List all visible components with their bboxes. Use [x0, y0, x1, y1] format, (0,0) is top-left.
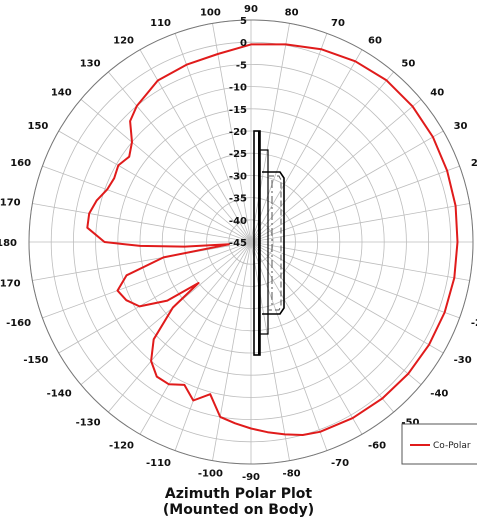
angle-tick-label: 110	[150, 18, 171, 29]
angle-tick-label: 140	[51, 88, 72, 99]
radial-tick-label: -35	[229, 194, 247, 205]
grid-ring	[95, 86, 407, 398]
grid-ring	[228, 219, 274, 265]
grid-ring	[50, 41, 452, 443]
angle-tick-label: -90	[242, 472, 260, 483]
angle-tick-label: 170	[0, 197, 21, 208]
angle-tick-label: 150	[28, 121, 49, 132]
grid-ring	[117, 108, 385, 376]
legend-entry: Co-Polar	[433, 441, 471, 451]
angle-tick-label: -40	[430, 388, 448, 399]
polar-grid	[28, 19, 474, 465]
radial-tick-label: -10	[229, 83, 247, 94]
angle-tick-label: -20	[471, 318, 477, 329]
plot-caption-line1: Azimuth Polar Plot	[164, 486, 313, 502]
radial-tick-label: -20	[229, 127, 247, 138]
angle-tick-label: -60	[368, 441, 386, 452]
radial-tick-label: -5	[236, 60, 247, 71]
angle-tick-label: 40	[430, 88, 444, 99]
grid-ring	[183, 174, 318, 309]
angle-tick-label: -30	[454, 355, 472, 366]
radial-tick-labels: 5 0 -5 -10 -15 -20 -25 -30 -35 -40 -45	[229, 16, 247, 249]
antenna-outline	[253, 130, 285, 356]
angle-tick-label: 120	[113, 35, 134, 46]
angle-tick-label: -160	[6, 318, 31, 329]
angle-tick-label: 80	[285, 8, 299, 19]
angle-tick-label: -130	[76, 417, 101, 428]
antenna-plate-edge	[258, 131, 260, 355]
angle-tick-label: 60	[368, 35, 382, 46]
angle-tick-label: 130	[80, 59, 101, 70]
angle-tick-label: 160	[10, 158, 31, 169]
plot-caption-line2: (Mounted on Body)	[162, 502, 315, 518]
series-layer	[86, 43, 459, 436]
angle-tick-labels: 9080706050403020100-10-20-30-40-50-60-70…	[0, 4, 477, 483]
radial-tick-label: -45	[229, 238, 247, 249]
radial-tick-label: 5	[240, 16, 247, 27]
angle-tick-label: 180	[0, 238, 17, 249]
angle-tick-label: -100	[198, 468, 223, 479]
angle-tick-label: -140	[47, 388, 72, 399]
grid-ring	[161, 152, 341, 332]
grid-ring	[72, 63, 430, 421]
antenna-body	[262, 171, 285, 315]
angle-tick-label: 100	[200, 8, 221, 19]
angle-tick-label: 90	[244, 4, 258, 15]
series-line-co-polar	[86, 43, 459, 436]
grid-ring	[139, 130, 363, 354]
angle-tick-label: -120	[109, 441, 134, 452]
angle-tick-label: -70	[331, 458, 349, 469]
angle-tick-label: -150	[23, 355, 48, 366]
radial-tick-label: -15	[229, 105, 247, 116]
antenna-inner	[268, 175, 282, 311]
outer-ring	[28, 19, 474, 465]
antenna-flange	[260, 149, 269, 335]
angle-tick-label: -50	[401, 417, 419, 428]
angle-tick-label: 50	[401, 59, 415, 70]
radial-tick-label: -40	[229, 216, 247, 227]
grid-ring	[206, 197, 296, 287]
radial-tick-label: 0	[240, 38, 247, 49]
angle-tick-label: 70	[331, 18, 345, 29]
angle-tick-label: 20	[471, 158, 477, 169]
angle-tick-label: -170	[0, 279, 21, 290]
legend: Co-Polar	[401, 423, 477, 465]
radial-tick-label: -25	[229, 149, 247, 160]
angle-tick-label: -110	[146, 458, 171, 469]
radial-tick-label: -30	[229, 171, 247, 182]
angle-tick-label: -80	[283, 468, 301, 479]
angle-tick-label: 30	[454, 121, 468, 132]
